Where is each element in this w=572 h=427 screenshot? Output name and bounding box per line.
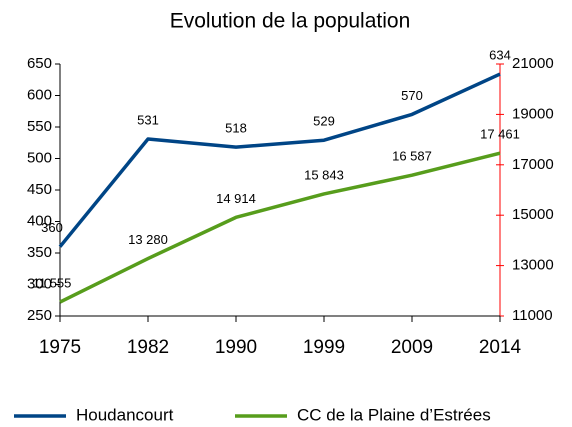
- y-tick-label: 500: [27, 149, 52, 166]
- legend-label: Houdancourt: [76, 405, 174, 424]
- x-tick-label: 1975: [39, 337, 81, 358]
- y2-tick-label: 11000: [512, 307, 553, 324]
- data-label: 529: [313, 114, 335, 129]
- y-tick-label: 350: [27, 244, 52, 261]
- data-label: 13 280: [128, 232, 168, 247]
- legend-label: CC de la Plaine d’Estrées: [297, 405, 491, 424]
- y-tick-label: 300: [27, 275, 52, 292]
- data-label: 518: [225, 121, 247, 136]
- y2-tick-label: 15000: [512, 206, 554, 223]
- data-label: 570: [401, 88, 423, 103]
- x-tick-label: 2009: [391, 337, 433, 358]
- data-label: 634: [489, 48, 511, 63]
- y-tick-label: 550: [27, 118, 52, 135]
- x-tick-label: 2014: [479, 337, 522, 358]
- data-label: 531: [137, 112, 159, 127]
- data-label: 17 461: [480, 127, 520, 142]
- y-tick-label: 400: [27, 212, 52, 229]
- y-tick-label: 450: [27, 181, 52, 198]
- data-label: 15 843: [304, 167, 344, 182]
- y2-tick-label: 19000: [512, 105, 554, 122]
- y-tick-label: 250: [27, 307, 52, 324]
- y2-tick-label: 17000: [512, 156, 554, 173]
- line-series: [58, 72, 501, 248]
- data-label: 11 555: [33, 275, 72, 290]
- x-tick-label: 1999: [303, 337, 345, 358]
- data-label: 14 914: [216, 191, 256, 206]
- x-tick-label: 1982: [127, 337, 169, 358]
- x-tick-label: 1990: [215, 337, 257, 358]
- y-tick-label: 650: [27, 55, 52, 72]
- y2-tick-label: 13000: [512, 257, 554, 274]
- y2-tick-label: 21000: [512, 55, 554, 72]
- data-label: 360: [41, 220, 63, 235]
- line-series: [59, 151, 501, 304]
- data-label: 16 587: [392, 149, 432, 164]
- y-tick-label: 600: [27, 86, 52, 103]
- chart-title: Evolution de la population: [170, 10, 411, 33]
